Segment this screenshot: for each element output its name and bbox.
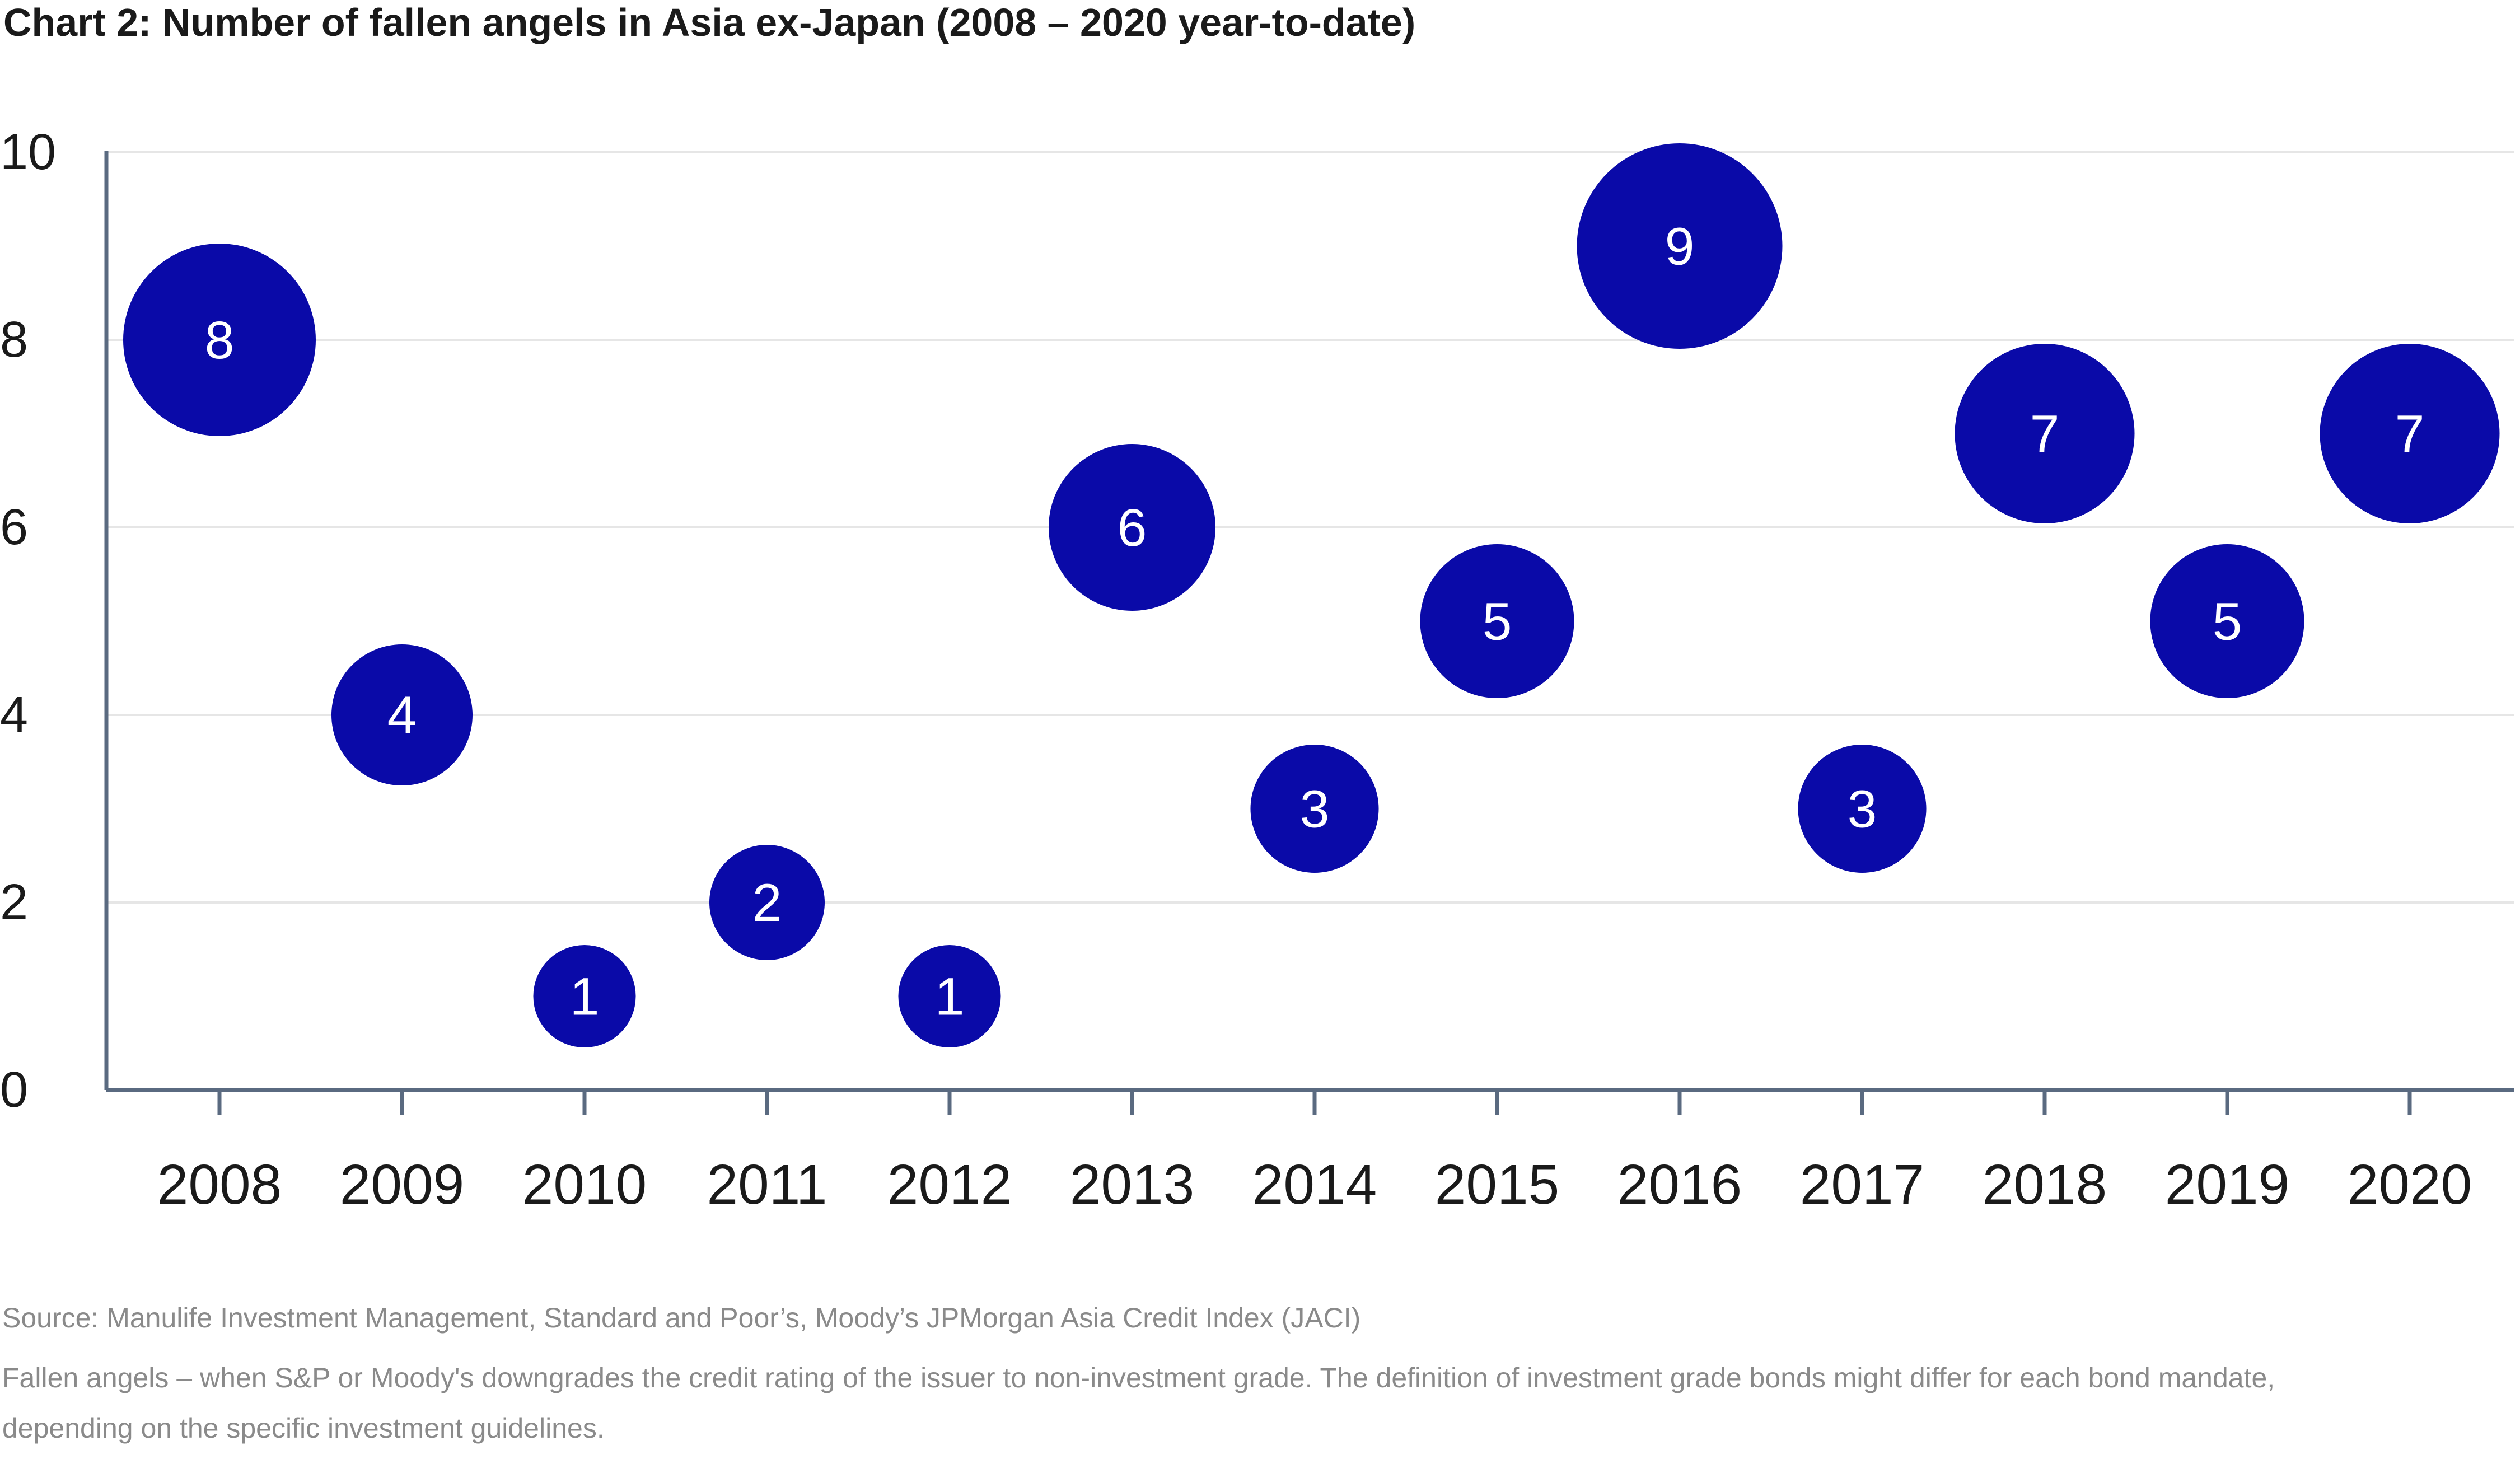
bubble-data-label: 9 [1665, 217, 1695, 277]
bubble-marker [898, 945, 1001, 1047]
x-axis-tick-labels: 2008 2009 2010 2011 2012 2013 2014 2015 2016 2017… [157, 1153, 2472, 1216]
x-tick-label: 2010 [522, 1153, 647, 1216]
bubble-data-label: 4 [387, 686, 417, 745]
bubble-marker [331, 644, 473, 785]
y-tick-label: 10 [0, 124, 56, 180]
y-tick-label: 8 [0, 312, 28, 368]
bubble-marker [1955, 344, 2135, 523]
bubble-data-label: 3 [1848, 780, 1877, 839]
bubble-chart: 0 2 4 6 8 10 2008 2009 2010 2011 2012 2013 2014 2015… [0, 124, 2514, 1216]
x-tick-label: 2016 [1617, 1153, 1742, 1216]
bubble-data-label: 1 [935, 967, 965, 1027]
chart-title: Chart 2: Number of fallen angels in Asia… [3, 1, 1416, 44]
bubble-data-label: 7 [2395, 405, 2425, 464]
bubble-marker [2150, 544, 2304, 698]
y-tick-label: 6 [0, 499, 28, 555]
bubble-data-label: 8 [205, 311, 235, 370]
bubble-data-label: 6 [1118, 498, 1147, 558]
x-tick-label: 2018 [1983, 1153, 2107, 1216]
bubble-data-label: 2 [752, 873, 782, 933]
bubble-marker [1049, 444, 1215, 611]
bubble-data-label: 1 [570, 967, 600, 1027]
definition-note-line-2: depending on the specific investment gui… [2, 1412, 605, 1444]
bubble-data-label: 5 [2213, 592, 2242, 652]
bubble-marker [533, 945, 636, 1047]
bubbles: 8 4 1 2 1 6 3 5 9 3 7 5 7 [123, 143, 2500, 1047]
grid-lines [106, 151, 2514, 904]
x-tick-label: 2011 [707, 1153, 827, 1216]
x-tick-label: 2015 [1435, 1153, 1559, 1216]
x-tick-label: 2020 [2348, 1153, 2472, 1216]
x-tick-label: 2019 [2165, 1153, 2289, 1216]
source-note: Source: Manulife Investment Management, … [2, 1302, 1361, 1334]
bubble-data-label: 3 [1300, 780, 1330, 839]
x-tick-label: 2008 [157, 1153, 282, 1216]
x-tick-label: 2012 [887, 1153, 1012, 1216]
y-tick-label: 4 [0, 687, 28, 743]
bubble-marker [709, 845, 825, 960]
bubble-data-label: 5 [1483, 592, 1512, 652]
y-axis-tick-labels: 0 2 4 6 8 10 [0, 124, 56, 1118]
x-tick-label: 2013 [1070, 1153, 1194, 1216]
bubble-marker [1798, 745, 1927, 873]
bubble-marker [1577, 143, 1783, 349]
definition-note-line-1: Fallen angels – when S&P or Moody's down… [2, 1362, 2275, 1393]
bubble-data-label: 7 [2030, 405, 2060, 464]
bubble-marker [1250, 745, 1379, 873]
x-tick-label: 2009 [340, 1153, 464, 1216]
bubble-marker [123, 244, 316, 436]
y-tick-label: 2 [0, 874, 28, 930]
axes [104, 151, 2514, 1115]
bubble-marker [2320, 344, 2500, 523]
x-tick-label: 2014 [1252, 1153, 1377, 1216]
bubble-marker [1420, 544, 1574, 698]
x-tick-label: 2017 [1800, 1153, 1924, 1216]
y-tick-label: 0 [0, 1062, 28, 1118]
